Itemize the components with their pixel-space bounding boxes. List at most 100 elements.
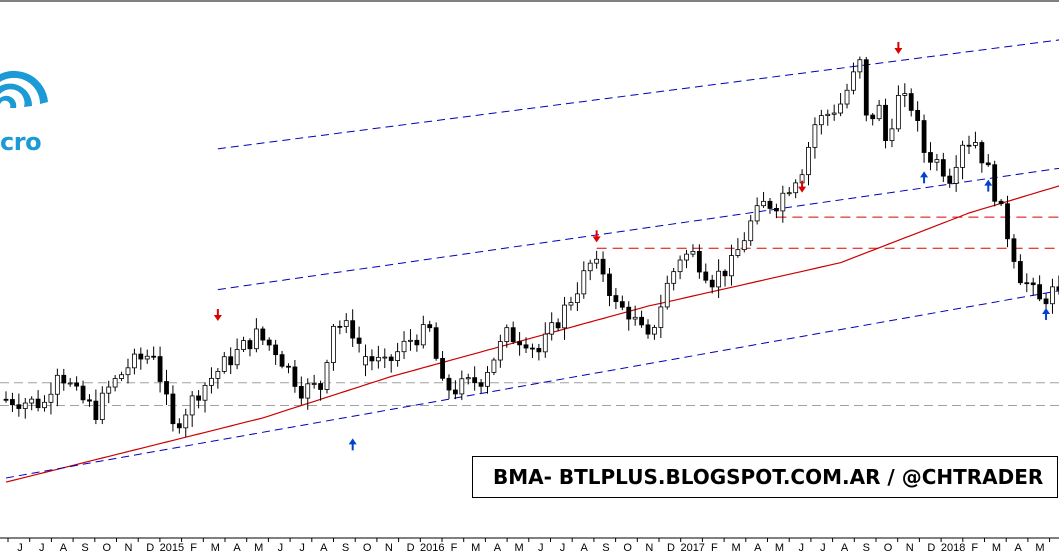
x-tick-label: F	[190, 542, 197, 554]
up-arrow-icon	[348, 438, 357, 451]
candle-down	[472, 377, 478, 384]
down-arrow-head	[213, 314, 222, 321]
candle-down	[966, 144, 972, 147]
moving-average	[5, 185, 1059, 483]
candle-up	[895, 95, 901, 130]
bank-logo-icon	[0, 52, 60, 162]
candle-up	[202, 384, 208, 401]
x-tick-label: J	[560, 542, 566, 554]
down-arrow-icon	[798, 180, 807, 193]
candle-down	[350, 320, 356, 339]
candle-up	[459, 378, 465, 395]
candle-up	[189, 395, 195, 416]
x-tick-label: M	[515, 542, 524, 554]
candle-up	[324, 362, 330, 390]
candle-up	[311, 383, 317, 385]
candle-up	[786, 192, 792, 195]
candle-up	[119, 374, 124, 379]
candle-down	[1043, 298, 1049, 305]
support-lines	[596, 216, 1059, 249]
candle-up	[465, 377, 471, 380]
candle-up	[652, 327, 657, 335]
chart-caption: BMA- BTLPLUS.BLOGSPOT.COM.AR / @CHTRADER	[472, 456, 1058, 498]
candle-down	[947, 175, 953, 184]
candle-down	[433, 327, 439, 359]
candle-up	[382, 356, 388, 359]
candle-down	[87, 399, 92, 402]
x-tick-label: M	[254, 542, 263, 554]
candle-up	[889, 128, 895, 142]
candle-down	[709, 279, 715, 288]
candle-up	[305, 383, 311, 399]
candle-down	[619, 301, 625, 308]
down-arrow-icon	[592, 230, 601, 243]
x-tick-label: F	[711, 542, 718, 554]
up-arrow-head	[1042, 307, 1051, 314]
markers	[213, 41, 1051, 451]
candle-down	[138, 353, 144, 360]
x-tick-label: F	[451, 542, 458, 554]
candle-down	[921, 120, 927, 153]
candle-up	[748, 220, 754, 242]
candle-down	[1037, 284, 1043, 300]
candle-up	[825, 113, 831, 117]
x-tick-label: A	[320, 542, 328, 554]
candle-down	[157, 356, 163, 382]
candle-down	[555, 322, 561, 329]
x-tick-label: S	[81, 542, 88, 554]
up-arrow-head	[920, 171, 929, 178]
candle-up	[838, 103, 843, 114]
up-arrow-icon	[920, 171, 929, 184]
upper-channel	[217, 39, 1059, 150]
middle-channel	[217, 167, 1059, 291]
candle-down	[639, 316, 644, 326]
candle-down	[1005, 203, 1010, 240]
candle-up	[504, 327, 510, 342]
candle-up	[549, 322, 555, 335]
candle-down	[16, 404, 22, 409]
candle-down	[369, 356, 375, 362]
candle-up	[112, 378, 118, 388]
candle-up	[54, 374, 60, 395]
candle-down	[870, 114, 876, 120]
candle-down	[164, 381, 169, 395]
candle-down	[247, 340, 253, 350]
candle-down	[388, 356, 394, 361]
candle-down	[536, 347, 542, 353]
candle-up	[42, 401, 47, 409]
down-arrow-head	[798, 186, 807, 193]
candle-up	[420, 324, 426, 346]
candle-down	[940, 159, 946, 177]
candle-down	[260, 328, 266, 341]
candle-down	[883, 104, 888, 142]
candle-down	[93, 400, 99, 420]
candle-up	[221, 356, 227, 372]
reference-lines	[0, 382, 1059, 407]
candle-down	[998, 200, 1004, 205]
candle-down	[427, 324, 433, 329]
x-tick-label: A	[494, 542, 502, 554]
lower-channel	[5, 290, 1059, 479]
x-tick-label: M	[992, 542, 1001, 554]
candle-up	[485, 371, 490, 387]
candle-up	[574, 293, 580, 303]
candle-up	[851, 71, 856, 91]
candle-up	[1050, 286, 1055, 305]
candle-down	[523, 344, 529, 349]
x-tick-label: A	[60, 542, 68, 554]
candle-down	[298, 386, 304, 399]
x-tick-label: J	[39, 542, 45, 554]
candle-down	[1011, 238, 1017, 262]
candle-up	[99, 392, 105, 420]
x-tick-label: 2015	[160, 542, 184, 554]
x-tick-label: 2018	[941, 542, 965, 554]
candle-up	[953, 166, 959, 184]
x-tick-label: M	[211, 542, 220, 554]
logo-text: cro	[0, 128, 42, 156]
x-tick-label: O	[623, 542, 632, 554]
x-tick-label: J	[299, 542, 305, 554]
x-tick-label: M	[1035, 542, 1044, 554]
candle-up	[542, 333, 548, 353]
